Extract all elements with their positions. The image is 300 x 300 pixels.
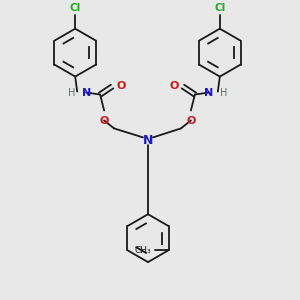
Text: N: N xyxy=(143,134,153,147)
Text: Cl: Cl xyxy=(214,3,225,13)
Text: H: H xyxy=(68,88,75,98)
Text: O: O xyxy=(99,116,109,127)
Text: CH₃: CH₃ xyxy=(134,246,151,255)
Text: N: N xyxy=(204,88,213,98)
Text: O: O xyxy=(186,116,196,127)
Text: Cl: Cl xyxy=(70,3,81,13)
Text: H: H xyxy=(220,88,227,98)
Text: N: N xyxy=(82,88,92,98)
Text: O: O xyxy=(169,80,179,91)
Text: O: O xyxy=(116,80,125,91)
